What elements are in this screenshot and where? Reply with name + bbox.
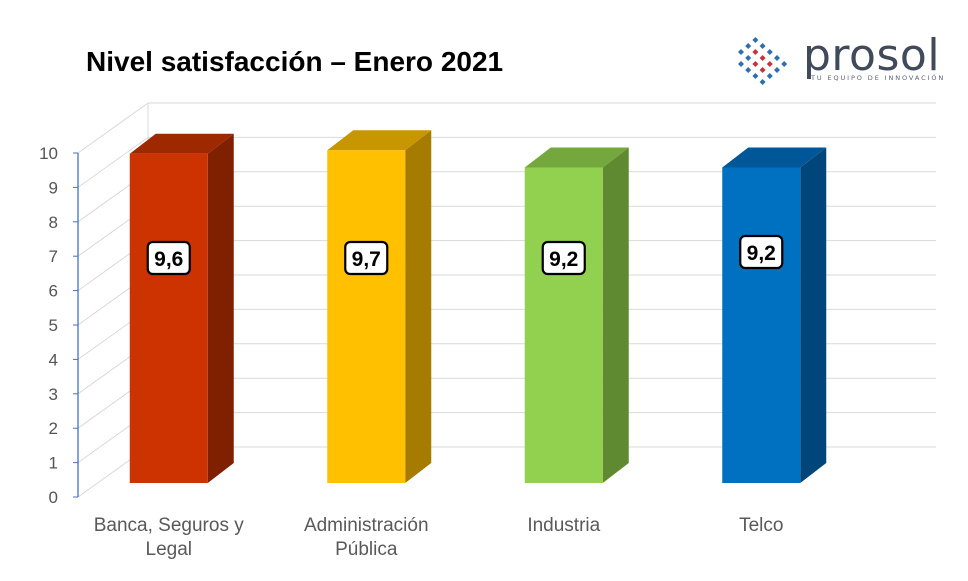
x-category-label: Pública (335, 539, 398, 560)
data-label: 9,2 (541, 240, 586, 276)
data-label: 9,7 (344, 240, 389, 276)
y-tick-label: 8 (49, 213, 58, 232)
x-category-label: Administración (304, 515, 429, 536)
logo-diamond (759, 55, 766, 61)
bar (722, 147, 827, 483)
data-label-box (541, 240, 586, 276)
bar-side (602, 147, 629, 483)
y-tick-label: 7 (49, 247, 58, 266)
y-tick-label: 10 (39, 144, 58, 163)
bar-front (722, 167, 801, 483)
bar-side (800, 147, 827, 483)
data-label-text: 9,2 (747, 242, 776, 265)
bar-top (129, 133, 234, 154)
y-tick-label: 9 (49, 178, 58, 197)
bar-front (524, 167, 603, 483)
logo-diamond (781, 61, 788, 67)
logo-diamond (766, 49, 773, 55)
x-axis-labels: Banca, Seguros y Legal Administración Públi… (94, 515, 784, 560)
gridline-diagonal (77, 136, 149, 188)
bar (327, 130, 432, 484)
y-axis: 0 1 2 3 4 5 6 7 8 9 10 (39, 144, 79, 507)
logo-text: prosol (803, 30, 941, 81)
y-tick-label: 3 (49, 385, 58, 404)
data-label: 9,6 (146, 240, 191, 276)
logo-tagline: TU EQUIPO DE INNOVACIÓN (811, 74, 946, 82)
data-label-text: 9,7 (352, 248, 381, 271)
logo-diamond (774, 55, 780, 61)
data-label-box (739, 234, 784, 270)
logo-diamond (745, 67, 752, 73)
bar-top (722, 147, 827, 168)
y-tick-label: 6 (49, 282, 58, 301)
logo-diamond (745, 55, 752, 61)
y-tick-label: 5 (49, 316, 58, 335)
gridline-diagonal (77, 102, 149, 154)
data-label-text: 9,2 (549, 248, 578, 271)
bars (129, 130, 827, 484)
diamond-grid-icon (738, 37, 788, 85)
bar-front (129, 153, 208, 483)
x-category-label: Banca, Seguros y (94, 515, 244, 536)
logo-diamond (759, 67, 766, 73)
data-labels: 9,6 9,7 9,2 9,2 (146, 234, 784, 276)
data-label: 9,2 (739, 234, 784, 270)
logo-diamond (752, 49, 759, 55)
bar-top (524, 147, 629, 168)
logo-diamond (774, 67, 780, 73)
bar (129, 133, 234, 483)
logo-diamond (759, 43, 766, 49)
logo-diamond (738, 49, 744, 55)
x-category-label: Telco (739, 515, 783, 536)
bar (524, 147, 629, 483)
bar-top (327, 130, 432, 151)
chart-title: Nivel satisfacción – Enero 2021 (86, 46, 504, 77)
bar-front (327, 150, 406, 484)
logo-diamond (766, 61, 773, 67)
data-label-box (344, 240, 389, 276)
y-tick-label: 4 (49, 350, 58, 369)
prosol-logo: prosol TU EQUIPO DE INNOVACIÓN (735, 30, 943, 88)
logo-diamond (752, 37, 759, 43)
x-category-label: Industria (527, 515, 600, 536)
bar-side (405, 130, 432, 484)
logo-diamond (766, 73, 773, 79)
bar-side (207, 133, 234, 483)
data-label-box (146, 240, 191, 276)
y-tick-label: 1 (49, 454, 58, 473)
y-tick-label: 0 (49, 488, 58, 507)
logo-diamond (738, 61, 744, 67)
x-category-label: Legal (146, 539, 193, 560)
logo-diamond (752, 73, 759, 79)
logo-diamond (745, 43, 752, 49)
logo-diamond (759, 79, 766, 85)
data-label-text: 9,6 (154, 248, 183, 271)
logo-diamond (752, 61, 759, 67)
y-tick-label: 2 (49, 419, 58, 438)
